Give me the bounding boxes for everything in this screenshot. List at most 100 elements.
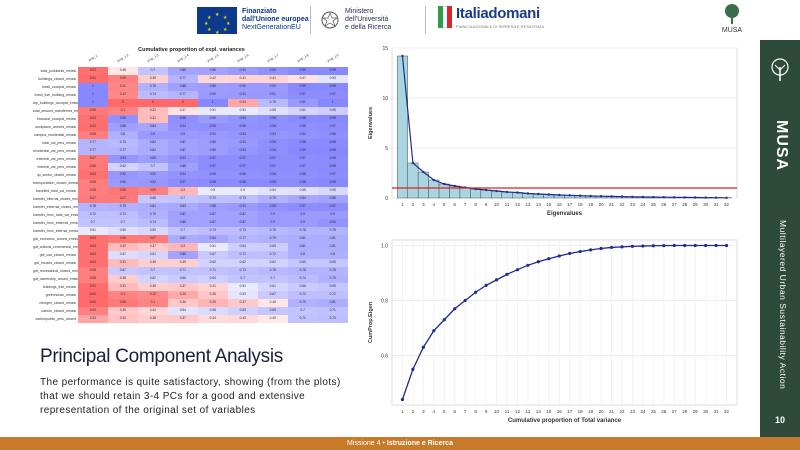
x-tick-label: 32 bbox=[724, 409, 730, 414]
heatmap-cell: 0.72 bbox=[287, 291, 318, 299]
heatmap-cell: 0.86 bbox=[317, 195, 348, 203]
y-tick-label: 10 bbox=[382, 96, 388, 102]
heatmap-cell: 0.96 bbox=[257, 147, 288, 155]
heatmap-cell: 0.53 bbox=[317, 75, 348, 83]
heatmap-cell: 0.51 bbox=[197, 107, 228, 115]
x-tick-label: 25 bbox=[651, 409, 657, 414]
y-tick-label: 1.0 bbox=[381, 244, 388, 250]
heatmap-cell: 0.74 bbox=[137, 219, 168, 227]
heatmap-cell: 0.90 bbox=[137, 171, 168, 179]
heatmap-cell: 0.79 bbox=[317, 275, 348, 283]
heatmap-cell: 0.77 bbox=[167, 75, 198, 83]
x-tick-label: 9 bbox=[485, 409, 488, 414]
heatmap-cell: 0.83 bbox=[167, 203, 198, 211]
heatmap-cell: 0.91 bbox=[227, 203, 258, 211]
heatmap-cell: 0.99 bbox=[317, 179, 348, 187]
heatmap-cell: 0.87 bbox=[167, 211, 198, 219]
heatmap-cell: 0.5 bbox=[197, 187, 228, 195]
series-point bbox=[589, 248, 593, 252]
heatmap-cell: 0.93 bbox=[107, 155, 138, 163]
heatmap-cell: 0.49 bbox=[257, 315, 288, 323]
series-point bbox=[505, 190, 509, 194]
heatmap-cell: 0.06 bbox=[107, 235, 138, 243]
heatmap-cell: 0.78 bbox=[287, 267, 318, 275]
heatmap-cell: 0.79 bbox=[107, 203, 138, 211]
heatmap-row-label: transfer_external_closed_emissi bbox=[33, 205, 78, 209]
heatmap-row-label: gdt_recreational_closed_emissi bbox=[33, 269, 78, 273]
heatmap-cell: 0.08 bbox=[78, 187, 108, 195]
heatmap-cell: 0.91 bbox=[257, 91, 288, 99]
heatmap-cell: 0.72 bbox=[257, 251, 288, 259]
heatmap-cell: 0.56 bbox=[107, 227, 138, 235]
series-point bbox=[421, 345, 425, 349]
heatmap-cell: 0.12 bbox=[107, 91, 138, 99]
heatmap-cell: 0.94 bbox=[317, 219, 348, 227]
heatmap-cell: 0.61 bbox=[257, 283, 288, 291]
heatmap-cell: 0.94 bbox=[167, 171, 198, 179]
tree-icon bbox=[725, 4, 739, 24]
series-line bbox=[401, 244, 727, 400]
x-tick-label: 22 bbox=[619, 409, 625, 414]
heatmap-cell: 0.11 bbox=[107, 83, 138, 91]
heatmap-cell: 0.06 bbox=[78, 107, 108, 115]
header: ★ ★ ★ ★ ★ ★ ★ ★ Finanziato dall'Unione europe… bbox=[0, 0, 760, 40]
heatmap-row: top_buildings_occupat_emissi 1 0 0 0 1 0.24 0.7… bbox=[33, 99, 350, 107]
heatmap-cell: 0.05 bbox=[107, 187, 138, 195]
heatmap-row-label: transportation_closed_emissi bbox=[33, 181, 78, 185]
series-point bbox=[537, 192, 540, 196]
heatmap-cell: 0.98 bbox=[287, 179, 318, 187]
heatmap-cell: 0.96 bbox=[257, 171, 288, 179]
series-point bbox=[651, 244, 655, 248]
ministry-line1: Ministero bbox=[345, 8, 374, 15]
heatmap-cell: 0.03 bbox=[78, 259, 108, 267]
heatmap-row: fossil_occupat_emissi 1 0.11 0.79 0.88 0.89 0.… bbox=[33, 83, 350, 91]
heatmap-cell: 0.1 bbox=[107, 107, 138, 115]
x-tick-label: 13 bbox=[525, 202, 531, 207]
bar bbox=[417, 171, 429, 199]
series-point bbox=[610, 195, 613, 198]
heatmap-cell: 0.02 bbox=[78, 123, 108, 131]
heatmap-cell: 0.58 bbox=[197, 307, 228, 315]
heatmap-cell: 0.75 bbox=[257, 227, 288, 235]
series-point bbox=[714, 243, 718, 248]
heatmap-cell: 0.79 bbox=[257, 195, 288, 203]
y-tick-label: 0.8 bbox=[381, 299, 388, 305]
italia-domani-logo: Italiadomani PIANO NAZIONALE DI RIPRESA … bbox=[438, 5, 544, 29]
heatmap-cell: 0.86 bbox=[197, 67, 228, 75]
x-tick-label: 23 bbox=[630, 409, 636, 414]
heatmap-cell: 0.08 bbox=[78, 131, 108, 139]
y-tick-label: 0 bbox=[385, 196, 388, 202]
heatmap-cell: 0.1 bbox=[137, 299, 168, 307]
heatmap-cell: 0.93 bbox=[167, 155, 198, 163]
heatmap-cell: 0.87 bbox=[167, 139, 198, 147]
heatmap-cell: 0.51 bbox=[197, 243, 228, 251]
x-tick-label: 6 bbox=[453, 409, 456, 414]
series-point bbox=[557, 254, 561, 258]
x-tick-label: 27 bbox=[672, 202, 678, 207]
heatmap-cell: 0.77 bbox=[78, 147, 108, 155]
x-tick-label: 24 bbox=[640, 202, 646, 207]
heatmap-cell: 0.73 bbox=[227, 227, 258, 235]
heatmap-row: ipi_sector_closed_emissi 0.03 0.92 0.90 0.94… bbox=[33, 171, 350, 179]
x-tick-label: 19 bbox=[588, 202, 594, 207]
x-axis-label: Eigenvalues bbox=[547, 211, 583, 217]
footer: Missione 4 • Istruzione e Ricerca bbox=[0, 437, 800, 450]
series-point bbox=[599, 246, 603, 251]
x-tick-label: 17 bbox=[567, 409, 573, 414]
y-axis-label: CumProp.Eigen bbox=[368, 301, 374, 343]
series-point bbox=[484, 283, 488, 287]
heatmap-row: carbonpublic_pers_closed 0.23 0.34 0.38 0.37… bbox=[33, 315, 350, 323]
heatmap-cell: 1 bbox=[78, 83, 108, 91]
heatmap-cell: 0.01 bbox=[78, 283, 108, 291]
heatmap-cell: 0.81 bbox=[317, 243, 348, 251]
heatmap-cell: 0.29 bbox=[197, 299, 228, 307]
heatmap-cell: 0.89 bbox=[197, 83, 228, 91]
heatmap-cell: 0.87 bbox=[227, 211, 258, 219]
heatmap-cell: 0.9 bbox=[287, 219, 318, 227]
heatmap-cell: 0.99 bbox=[317, 67, 348, 75]
heatmap-cell: 0.87 bbox=[197, 211, 228, 219]
heatmap-cell: 0.37 bbox=[167, 315, 198, 323]
heatmap-cell: 0.43 bbox=[227, 315, 258, 323]
x-axis-label: Cumulative proportion of Total variance bbox=[508, 418, 622, 424]
heatmap-cell: 0.95 bbox=[107, 115, 138, 123]
